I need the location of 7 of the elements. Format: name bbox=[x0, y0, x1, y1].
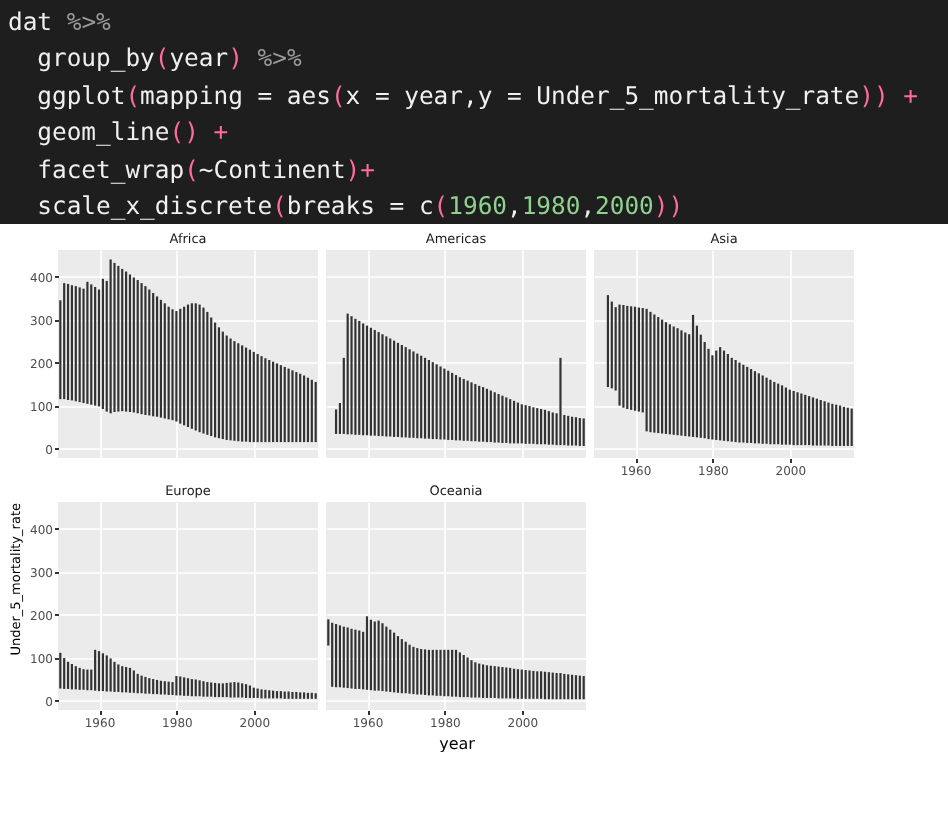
text: facet_wrap(~Continent)+ bbox=[35, 153, 377, 188]
x-axis-title: year bbox=[439, 735, 477, 753]
text: ggplot(mapping = aes(x = year,y = Under_5_mortality_rate)) + bbox=[35, 79, 920, 114]
text: geom_line() + bbox=[35, 116, 231, 151]
text: group_by(year) %>% bbox=[35, 42, 304, 77]
text: scale_x_discrete(breaks = c(1960,1980,2000)) bbox=[37, 192, 684, 221]
text: dat %>% bbox=[8, 6, 113, 40]
